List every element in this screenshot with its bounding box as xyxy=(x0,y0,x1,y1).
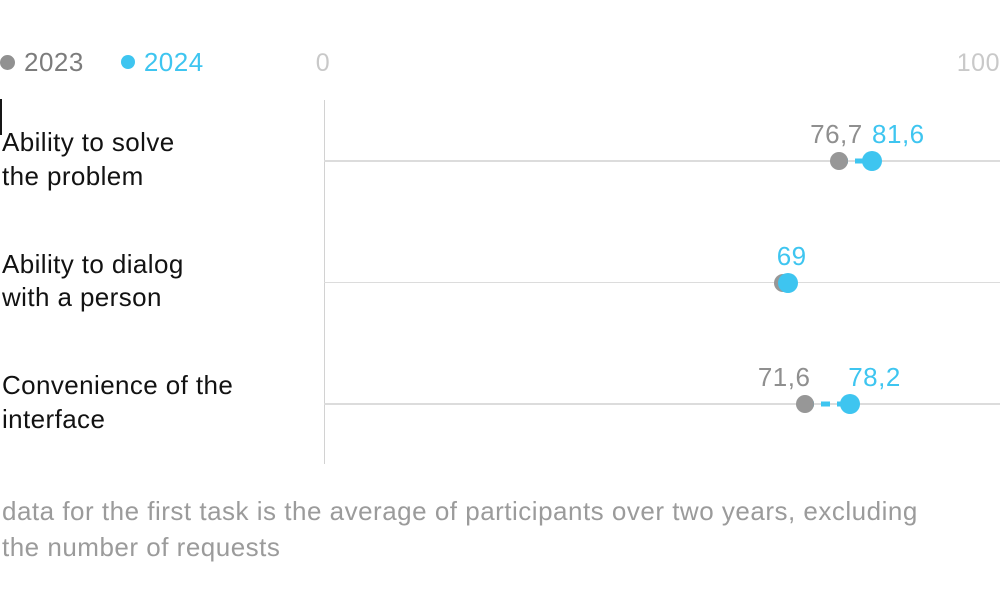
gridline xyxy=(324,281,1000,284)
category-label-line: interface xyxy=(2,403,106,434)
value-label-2024: 81,6 xyxy=(872,119,925,149)
legend-label-2024: 2024 xyxy=(143,47,204,77)
footnote-line-2: the number of requests xyxy=(2,531,281,562)
category-label-line: Ability to dialog xyxy=(2,248,184,279)
data-point-2024 xyxy=(777,272,798,293)
data-point-2023 xyxy=(796,395,815,413)
legend-item-2023: 2023 xyxy=(0,47,84,77)
category-label-line: Convenience of the xyxy=(2,370,234,400)
legend-item-2024: 2024 xyxy=(120,47,204,77)
legend-dot-2024-icon xyxy=(120,55,135,69)
category-label-line: the problem xyxy=(2,160,144,191)
value-label-2023: 76,7 xyxy=(810,119,863,149)
footnote-line-1: data for the first task is the average o… xyxy=(2,496,918,526)
category-label-line: with a person xyxy=(2,282,162,312)
gridline xyxy=(324,403,1000,405)
category-label: Convenience of the interface xyxy=(2,369,233,436)
footnote: data for the first task is the average o… xyxy=(2,494,992,565)
legend: 2023 2024 xyxy=(0,47,204,77)
connector-dashes xyxy=(805,401,850,407)
connector-dashes xyxy=(839,158,873,164)
value-label-2023: 71,6 xyxy=(757,362,811,392)
left-edge-crop-mark xyxy=(0,99,2,135)
data-point-2023 xyxy=(830,152,849,170)
axis-label-max: 100 xyxy=(956,49,1000,77)
legend-label-2023: 2023 xyxy=(24,47,84,77)
axis-label-min: 0 xyxy=(315,49,331,77)
value-label-2024: 69 xyxy=(776,240,807,271)
value-label-2024: 78,2 xyxy=(848,362,901,392)
legend-dot-2023-icon xyxy=(0,54,15,70)
data-point-2024 xyxy=(839,394,860,414)
gridline xyxy=(324,160,1000,162)
data-point-2024 xyxy=(862,151,883,171)
category-label: Ability to dialog with a person xyxy=(2,248,184,315)
category-label: Ability to solve the problem xyxy=(2,126,175,193)
category-label-line: Ability to solve xyxy=(2,127,175,157)
